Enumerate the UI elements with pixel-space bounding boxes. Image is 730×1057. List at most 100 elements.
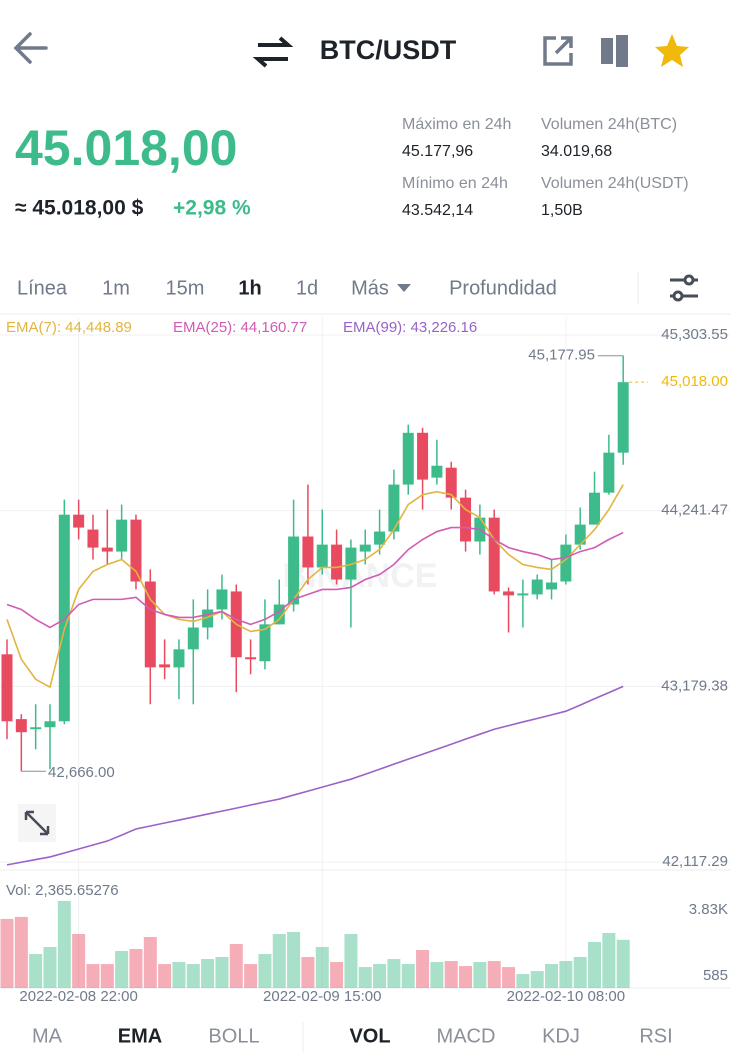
candle-body: [273, 604, 285, 625]
stat-value: 45.177,96: [402, 143, 473, 160]
stat-label: Máximo en 24h: [402, 116, 511, 133]
candle-body: [216, 589, 228, 610]
volume-bar: [14, 916, 28, 988]
swap-icon[interactable]: [252, 36, 294, 68]
y-tick-label: 44,241.47: [661, 502, 728, 519]
candle-body: [359, 544, 371, 552]
candle-body: [560, 544, 572, 582]
candle-body: [130, 519, 142, 582]
candle-body: [445, 467, 457, 498]
share-icon[interactable]: [543, 36, 573, 66]
interval-tab[interactable]: Línea: [17, 277, 68, 299]
candle-body: [187, 627, 199, 650]
interval-bar: Línea 1m 15m 1h 1d Más Profundidad: [17, 277, 557, 299]
stat-value: 43.542,14: [402, 202, 473, 219]
volume-bar: [330, 962, 344, 988]
indicator-tab[interactable]: RSI: [639, 1025, 672, 1047]
ema-legend: EMA(7): 44,448.89: [6, 319, 132, 336]
volume-bar: [502, 967, 516, 988]
interval-tab[interactable]: 15m: [166, 277, 205, 299]
volume-bar: [143, 936, 157, 988]
interval-tab[interactable]: Profundidad: [449, 277, 557, 299]
candle-body: [374, 531, 386, 545]
ema-legend: EMA(25): 44,160.77: [173, 319, 307, 336]
back-button[interactable]: [13, 32, 48, 64]
volume-bar: [545, 964, 559, 988]
indicator-tab[interactable]: EMA: [118, 1025, 162, 1047]
candle-body: [288, 536, 300, 605]
stat-value: 1,50B: [541, 202, 583, 219]
volume-bar: [530, 971, 544, 988]
volume-bar: [301, 957, 315, 988]
candle-body: [101, 547, 113, 552]
interval-tab[interactable]: 1m: [102, 277, 130, 299]
last-price-label: 45,018.00: [661, 373, 728, 390]
volume-bar: [444, 961, 458, 988]
indicator-tab[interactable]: BOLL: [208, 1025, 259, 1047]
candle-body: [159, 664, 171, 668]
candle-body: [15, 719, 27, 733]
candle-body: [388, 484, 400, 532]
settings-icon[interactable]: [670, 274, 698, 302]
interval-tab[interactable]: Más: [351, 277, 389, 299]
indicator-tab[interactable]: MA: [32, 1025, 63, 1047]
candle-body: [460, 497, 472, 542]
candle-body: [617, 382, 629, 453]
pair-title: BTC/USDT: [320, 35, 457, 65]
indicator-bar: MA EMA BOLL VOL MACD KDJ RSI: [32, 1025, 673, 1047]
book-icon[interactable]: [601, 35, 628, 67]
favorite-star[interactable]: [655, 34, 689, 67]
volume-bar: [186, 964, 200, 988]
indicator-tab[interactable]: MACD: [437, 1025, 496, 1047]
volume-bar: [559, 961, 573, 988]
candle-body: [87, 529, 99, 548]
candle-body: [44, 721, 56, 728]
x-tick-label: 2022-02-08 22:00: [19, 988, 137, 1005]
price-change: +2,98 %: [173, 197, 251, 220]
candle-body: [202, 609, 214, 628]
stat-value: 34.019,68: [541, 143, 612, 160]
expand-button[interactable]: [18, 804, 56, 842]
candle-body: [116, 519, 128, 552]
volume-bar: [43, 947, 57, 988]
candle-body: [345, 547, 357, 580]
candle-body: [58, 514, 70, 722]
candle-body: [30, 727, 42, 730]
max-label: 45,177.95: [528, 347, 595, 364]
volume-bar: [616, 939, 630, 988]
y-tick-label: 45,303.55: [661, 326, 728, 343]
volume-bar: [258, 954, 272, 988]
interval-tab[interactable]: 1d: [296, 277, 318, 299]
volume-bar: [387, 959, 401, 988]
stat-label: Volumen 24h(USDT): [541, 175, 689, 192]
stat-label: Volumen 24h(BTC): [541, 116, 677, 133]
y-tick-label: 43,179.38: [661, 677, 728, 694]
candle-body: [245, 657, 257, 660]
volume-bar: [401, 964, 415, 988]
volume-bar: [57, 900, 71, 988]
volume-bar: [459, 966, 473, 988]
approx-price: ≈ 45.018,00 $: [15, 197, 144, 220]
indicator-tab[interactable]: VOL: [349, 1025, 390, 1047]
volume-bar: [86, 964, 100, 988]
volume-bar: [0, 918, 14, 988]
volume-tick-label: 585: [703, 967, 728, 984]
candle-body: [73, 514, 85, 528]
volume-bar: [129, 949, 143, 988]
volume-bar: [373, 964, 387, 988]
volume-bar: [72, 933, 86, 988]
candle-body: [431, 465, 443, 478]
x-tick-label: 2022-02-10 08:00: [507, 988, 625, 1005]
volume-bar: [588, 941, 602, 988]
indicator-tab[interactable]: KDJ: [542, 1025, 580, 1047]
volume-bar: [487, 961, 501, 988]
ema-legend: EMA(99): 43,226.16: [343, 319, 477, 336]
volume-bar: [229, 944, 243, 988]
volume-bar: [287, 931, 301, 988]
interval-tab[interactable]: 1h: [238, 277, 261, 299]
x-tick-label: 2022-02-09 15:00: [263, 988, 381, 1005]
candle-body: [259, 624, 271, 662]
volume-label: Vol: 2,365.65276: [6, 882, 119, 899]
